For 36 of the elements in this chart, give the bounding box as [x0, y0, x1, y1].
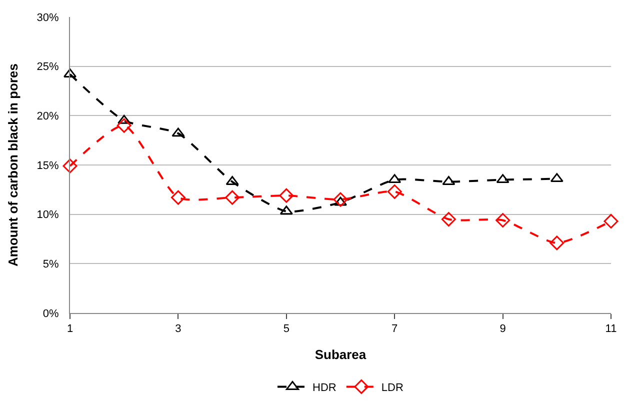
y-axis-title: Amount of carbon black in pores — [6, 64, 21, 266]
point — [225, 190, 240, 205]
x-axis-title: Subarea — [314, 346, 367, 362]
x-tick-label: 5 — [283, 323, 290, 336]
x-tick-label: 11 — [605, 323, 617, 336]
point — [387, 184, 402, 199]
legend-label: HDR — [312, 382, 336, 394]
point — [279, 188, 294, 203]
x-tick-label: 3 — [175, 323, 182, 336]
point — [170, 190, 186, 205]
point — [496, 174, 510, 184]
y-tick-label: 20% — [36, 110, 60, 123]
legend-label: LDR — [381, 382, 404, 394]
point — [280, 206, 293, 215]
point — [333, 192, 348, 207]
y-tick-label: 0% — [42, 308, 60, 320]
y-tick-label: 15% — [36, 160, 60, 172]
y-tick-label: 25% — [36, 61, 60, 74]
x-tick-label: 7 — [392, 323, 398, 336]
point — [604, 214, 618, 228]
point — [116, 118, 132, 133]
point — [441, 212, 456, 227]
point — [118, 114, 131, 124]
point — [550, 173, 564, 182]
point — [226, 176, 239, 186]
point — [62, 158, 78, 174]
point — [496, 213, 510, 228]
y-tick-label: 5% — [42, 258, 60, 271]
point — [388, 174, 402, 184]
point — [442, 176, 456, 186]
y-tick-label: 10% — [36, 209, 60, 222]
x-tick-label: 9 — [500, 323, 506, 336]
x-tick-label: 1 — [66, 323, 74, 336]
point — [550, 236, 564, 250]
point — [172, 128, 185, 137]
y-tick-label: 30% — [36, 12, 60, 24]
